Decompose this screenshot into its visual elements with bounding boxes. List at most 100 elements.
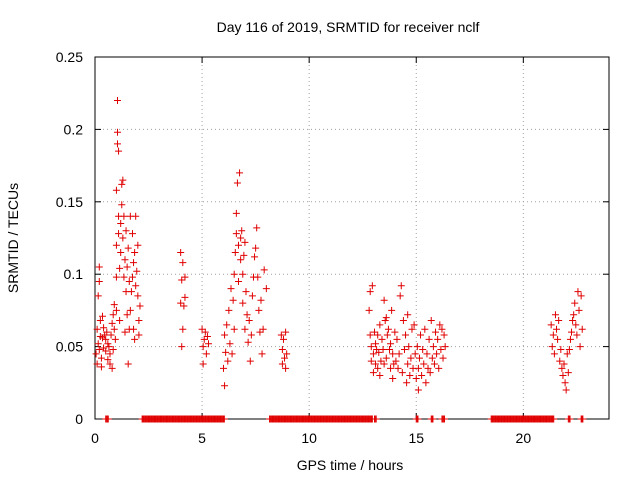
data-point — [395, 350, 403, 358]
data-point — [553, 325, 561, 333]
data-point — [383, 331, 391, 339]
data-point — [392, 357, 400, 365]
data-point — [231, 248, 239, 256]
data-point — [221, 382, 229, 390]
data-point — [179, 325, 187, 333]
data-point — [95, 345, 103, 353]
data-point — [245, 317, 253, 325]
data-point — [566, 335, 574, 343]
data-point — [426, 369, 434, 377]
data-point — [119, 234, 127, 242]
data-point — [550, 350, 558, 358]
data-point — [423, 350, 431, 358]
data-point — [234, 277, 242, 285]
data-point — [377, 357, 385, 365]
data-point — [130, 325, 138, 333]
data-point — [133, 267, 141, 275]
y-tick-label: 0.05 — [56, 339, 83, 355]
data-point — [378, 335, 386, 343]
data-point — [427, 317, 435, 325]
data-point — [258, 350, 266, 358]
data-point — [181, 293, 189, 301]
data-point — [134, 292, 142, 300]
data-point — [394, 364, 402, 372]
data-point — [558, 364, 566, 372]
x-tick-label: 15 — [408, 430, 424, 446]
data-point — [435, 364, 443, 372]
data-point — [557, 345, 565, 353]
data-point — [201, 328, 209, 336]
data-point — [127, 288, 135, 296]
data-point — [428, 354, 436, 362]
data-point — [120, 212, 128, 220]
data-point — [220, 364, 227, 372]
zero-point — [441, 415, 449, 423]
data-point — [232, 209, 240, 217]
data-point — [115, 147, 123, 155]
data-point — [131, 335, 139, 343]
chart-title: Day 116 of 2019, SRMTID for receiver ncl… — [217, 19, 480, 35]
data-point — [230, 325, 238, 333]
data-point — [103, 328, 111, 336]
data-point — [369, 350, 377, 358]
data-point — [376, 321, 384, 329]
data-point — [278, 345, 286, 353]
data-point — [104, 340, 112, 348]
data-point — [128, 230, 136, 238]
y-tick-label: 0.15 — [56, 194, 83, 210]
data-point — [549, 331, 557, 339]
x-tick-label: 0 — [91, 430, 99, 446]
data-point — [384, 325, 392, 333]
data-point — [97, 354, 105, 362]
data-point — [380, 360, 388, 368]
data-point — [112, 306, 120, 314]
data-point — [387, 364, 395, 372]
data-point — [370, 328, 378, 336]
data-point — [240, 251, 248, 259]
data-point — [113, 140, 121, 148]
data-point — [118, 180, 126, 188]
data-point — [554, 335, 562, 343]
data-point — [110, 325, 118, 333]
data-point — [570, 311, 578, 319]
data-point — [112, 241, 120, 249]
data-point — [132, 282, 140, 290]
data-point — [417, 331, 425, 339]
data-point — [125, 277, 133, 285]
data-point — [561, 379, 569, 387]
data-point — [134, 241, 142, 249]
data-point — [260, 266, 268, 274]
data-point — [94, 340, 102, 348]
data-point — [565, 345, 573, 353]
data-point — [282, 364, 290, 372]
data-point — [94, 292, 102, 300]
data-point — [236, 169, 244, 177]
data-point — [177, 299, 185, 307]
data-point — [382, 354, 390, 362]
data-point — [555, 317, 563, 325]
data-point — [410, 321, 418, 329]
data-point — [135, 331, 143, 339]
grid-lines — [95, 57, 609, 419]
data-point — [569, 317, 577, 325]
data-point — [420, 360, 428, 368]
data-point — [380, 296, 388, 304]
data-point — [562, 386, 570, 394]
data-point — [559, 372, 567, 380]
data-point — [96, 317, 104, 325]
data-point — [104, 356, 112, 364]
data-point — [255, 306, 263, 314]
data-point — [199, 360, 207, 368]
data-point — [179, 259, 187, 267]
data-point — [425, 335, 433, 343]
data-point — [221, 331, 229, 339]
data-point — [439, 354, 447, 362]
data-point — [365, 306, 373, 314]
data-point — [389, 374, 397, 382]
data-point — [372, 360, 380, 368]
data-point — [102, 335, 110, 343]
data-point — [414, 386, 422, 394]
data-point — [92, 350, 100, 358]
data-point — [385, 345, 393, 353]
data-point — [136, 302, 144, 310]
